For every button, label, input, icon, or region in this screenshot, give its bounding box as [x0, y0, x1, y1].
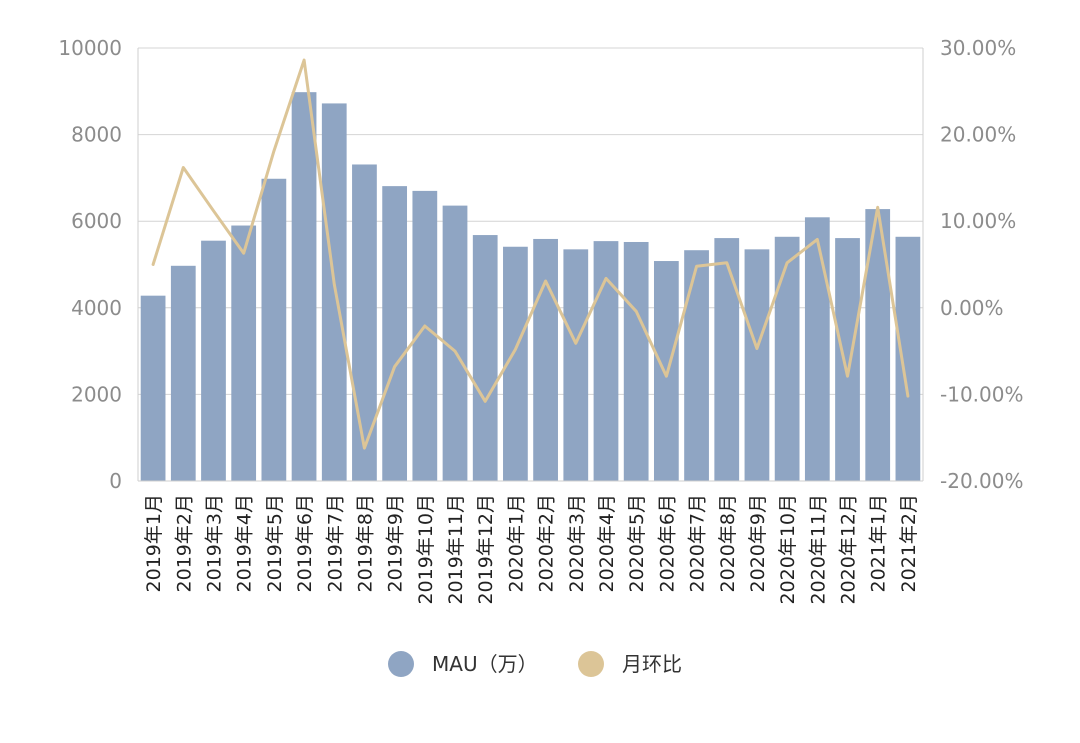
category-label: 2020年4月	[596, 494, 618, 592]
bar	[774, 236, 800, 481]
bar	[563, 249, 589, 481]
right-tick-label: 10.00%	[940, 209, 1016, 233]
category-label: 2020年6月	[656, 494, 678, 592]
left-tick-label: 10000	[58, 36, 122, 60]
left-tick-label: 0	[109, 469, 122, 493]
bar	[714, 238, 740, 481]
category-label: 2019年3月	[203, 494, 225, 592]
line-series	[151, 58, 910, 450]
left-tick-label: 4000	[71, 296, 122, 320]
bar	[352, 164, 377, 482]
category-label: 2020年7月	[687, 494, 709, 592]
category-label: 2019年11月	[445, 494, 467, 605]
category-label: 2020年5月	[626, 494, 648, 592]
right-tick-label: 20.00%	[940, 123, 1016, 147]
legend-item-mau[interactable]: MAU（万）	[388, 651, 538, 677]
category-label: 2020年8月	[717, 494, 739, 592]
category-label: 2019年7月	[324, 494, 346, 592]
axes	[137, 48, 924, 482]
category-label: 2020年3月	[566, 494, 588, 592]
legend-item-mom[interactable]: 月环比	[578, 651, 682, 677]
bar	[533, 238, 558, 481]
right-tick-label: -10.00%	[940, 382, 1023, 406]
left-tick-label: 8000	[71, 123, 122, 147]
category-label: 2020年2月	[536, 494, 558, 592]
bar	[261, 178, 287, 482]
bar	[623, 241, 649, 481]
category-label: 2019年4月	[234, 494, 256, 592]
bar	[140, 295, 166, 481]
left-tick-label: 6000	[71, 209, 122, 233]
bar	[382, 186, 408, 481]
category-label: 2019年1月	[143, 494, 165, 592]
category-label: 2020年12月	[838, 494, 860, 605]
bar	[291, 92, 317, 481]
category-label: 2019年10月	[415, 494, 437, 605]
left-axis-ticks: 0 2000 4000 6000 8000 10000	[58, 36, 122, 493]
bar	[744, 249, 770, 481]
bar	[835, 238, 860, 481]
right-tick-label: -20.00%	[940, 469, 1023, 493]
legend-swatch-mau	[388, 651, 414, 677]
bar	[895, 236, 921, 481]
category-label: 2019年6月	[294, 494, 316, 592]
category-label: 2019年9月	[385, 494, 407, 592]
category-label: 2020年9月	[747, 494, 769, 592]
bar	[684, 250, 709, 481]
legend-swatch-mom	[578, 651, 604, 677]
bar	[170, 265, 196, 481]
left-tick-label: 2000	[71, 382, 122, 406]
category-label: 2021年2月	[898, 494, 920, 592]
category-label: 2020年10月	[777, 494, 799, 605]
bar	[231, 225, 257, 481]
category-label: 2019年2月	[173, 494, 195, 592]
right-tick-label: 0.00%	[940, 296, 1004, 320]
category-label: 2019年12月	[475, 494, 497, 605]
category-label: 2020年1月	[505, 494, 527, 592]
bar	[472, 235, 498, 481]
bar	[201, 240, 226, 481]
category-label: 2021年1月	[868, 494, 890, 592]
line-path	[151, 58, 910, 450]
bar	[804, 217, 830, 482]
legend-label-mau: MAU（万）	[432, 652, 538, 676]
bar-series	[140, 92, 921, 482]
category-label: 2020年11月	[807, 494, 829, 605]
right-tick-label: 30.00%	[940, 36, 1016, 60]
legend-label-mom: 月环比	[622, 652, 682, 676]
right-axis-ticks: -20.00% -10.00% 0.00% 10.00% 20.00% 30.00%	[940, 36, 1023, 493]
category-labels: 2019年1月 2019年2月 2019年3月 2019年4月 2019年5月 2019年…	[143, 494, 920, 605]
legend[interactable]: MAU（万） 月环比	[388, 651, 682, 677]
category-label: 2019年8月	[354, 494, 376, 592]
category-label: 2019年5月	[264, 494, 286, 592]
